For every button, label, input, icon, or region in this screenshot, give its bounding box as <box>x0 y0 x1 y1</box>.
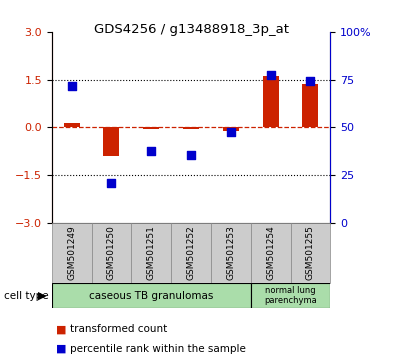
Bar <box>52 223 92 283</box>
Text: normal lung
parenchyma: normal lung parenchyma <box>264 286 317 305</box>
Text: ■: ■ <box>56 324 66 334</box>
Bar <box>92 223 131 283</box>
Bar <box>211 223 251 283</box>
Text: GSM501252: GSM501252 <box>187 225 195 280</box>
Point <box>267 72 274 78</box>
Bar <box>103 127 119 156</box>
Point <box>148 149 154 154</box>
Point <box>108 180 115 186</box>
Bar <box>251 283 330 308</box>
Text: cell type: cell type <box>4 291 49 301</box>
Bar <box>143 127 159 129</box>
Bar <box>223 127 239 131</box>
Text: GSM501255: GSM501255 <box>306 225 315 280</box>
Point <box>188 152 194 157</box>
Bar <box>52 283 251 308</box>
Bar <box>171 223 211 283</box>
Point <box>68 83 75 89</box>
Bar <box>302 84 318 127</box>
Text: GSM501254: GSM501254 <box>266 225 275 280</box>
Text: percentile rank within the sample: percentile rank within the sample <box>70 344 246 354</box>
Text: GSM501249: GSM501249 <box>67 225 76 280</box>
Bar <box>251 223 291 283</box>
Bar <box>183 127 199 129</box>
Text: transformed count: transformed count <box>70 324 167 334</box>
Text: GSM501250: GSM501250 <box>107 225 116 280</box>
Text: caseous TB granulomas: caseous TB granulomas <box>89 291 213 301</box>
Point <box>228 129 234 135</box>
Text: GDS4256 / g13488918_3p_at: GDS4256 / g13488918_3p_at <box>94 23 289 36</box>
Bar <box>291 223 330 283</box>
Bar <box>64 123 80 127</box>
Text: GSM501253: GSM501253 <box>226 225 235 280</box>
Text: ▶: ▶ <box>37 291 46 301</box>
Point <box>307 79 314 84</box>
Text: GSM501251: GSM501251 <box>147 225 156 280</box>
Bar <box>263 76 279 127</box>
Text: ■: ■ <box>56 344 66 354</box>
Bar <box>131 223 171 283</box>
